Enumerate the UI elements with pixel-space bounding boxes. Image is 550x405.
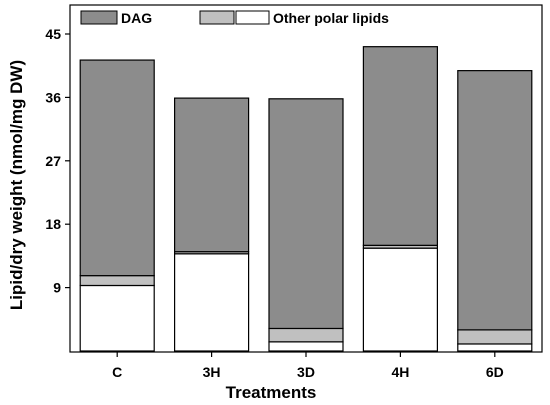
y-tick-label-9: 9 (53, 280, 61, 296)
bar-3h-other-polar-lipids (174, 253, 250, 352)
bar-3d-pa (268, 327, 344, 343)
x-tick-label-c: C (112, 364, 122, 380)
bar-c-dag (79, 59, 155, 277)
bar-3d-dag (268, 98, 344, 330)
legend-label-other-polar-lipids: Other polar lipids (273, 10, 389, 26)
bar-4h-other-polar-lipids (362, 247, 438, 352)
legend-swatch-dag (80, 10, 118, 25)
legend-swatch-other-polar-lipids (235, 10, 270, 25)
bar-3h-dag (174, 97, 250, 253)
bar-c-other-polar-lipids (79, 284, 155, 352)
x-axis-label: Treatments (226, 383, 317, 402)
y-tick-label-36: 36 (45, 89, 61, 105)
legend-label-dag: DAG (121, 10, 152, 26)
bar-3d-other-polar-lipids (268, 341, 344, 352)
x-tick-label-3h: 3H (203, 364, 221, 380)
bar-6d-dag (457, 70, 533, 331)
y-tick-label-45: 45 (45, 26, 61, 42)
bar-4h-dag (362, 46, 438, 246)
bar-6d-pa (457, 329, 533, 345)
x-tick-label-4h: 4H (391, 364, 409, 380)
y-tick-label-27: 27 (45, 153, 61, 169)
legend-swatch-pa (199, 10, 235, 25)
y-axis-label: Lipid/dry weight (nmol/mg DW) (7, 60, 26, 310)
bar-6d-other-polar-lipids (457, 343, 533, 352)
y-axis: 9 18 27 36 45 (45, 26, 70, 296)
x-axis: C 3H 3D 4H 6D (112, 352, 504, 380)
y-tick-label-18: 18 (45, 216, 61, 232)
bar-c-pa (79, 275, 155, 287)
bars (79, 46, 533, 352)
x-tick-label-6d: 6D (486, 364, 504, 380)
legend: DAGPA*Other polar lipids (80, 10, 389, 26)
x-tick-label-3d: 3D (297, 364, 315, 380)
